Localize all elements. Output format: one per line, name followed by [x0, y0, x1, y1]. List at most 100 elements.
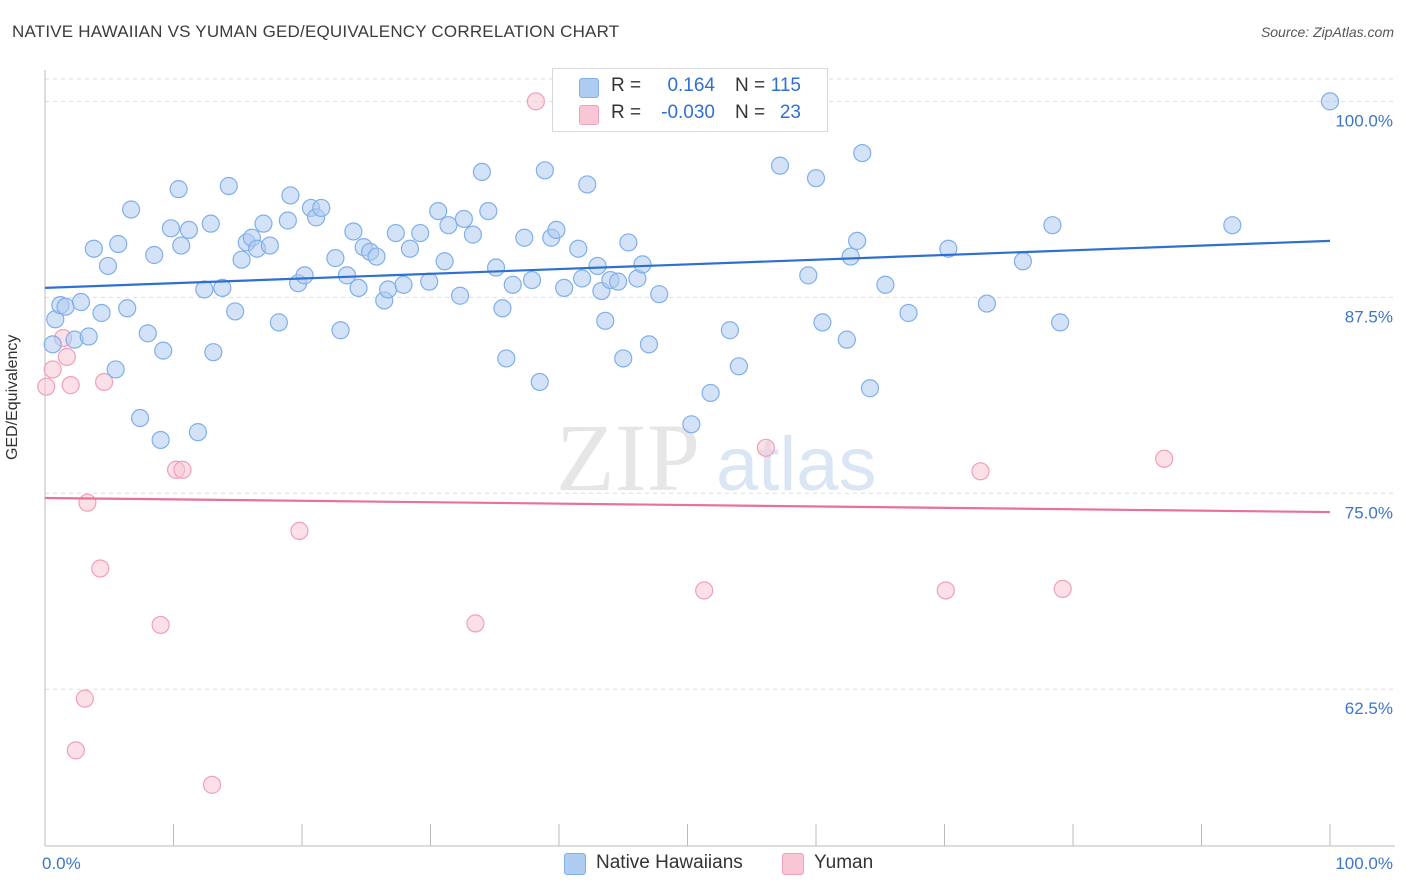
native-hawaiian-points: [43, 92, 1340, 450]
legend-row-yuman: R = -0.030 N = 23: [553, 100, 827, 128]
native-hawaiian-point: [169, 180, 188, 199]
watermark-zip: ZIP: [556, 404, 700, 511]
native-hawaiian-point: [344, 222, 363, 241]
native-hawaiian-point: [109, 234, 128, 254]
n-value: 115: [770, 75, 801, 96]
legend-swatch-blue: [579, 78, 599, 98]
native-hawaiian-point: [254, 214, 273, 233]
native-hawaiian-point: [463, 225, 483, 244]
native-hawaiian-point: [394, 275, 413, 294]
native-hawaiian-point: [633, 255, 652, 274]
native-hawaiian-point: [326, 249, 345, 268]
watermark: ZIP atlas: [556, 404, 877, 511]
n-label: N =: [735, 75, 766, 96]
n-value: 23: [779, 102, 801, 123]
native-hawaiian-point: [479, 201, 498, 221]
yuman-point: [1053, 579, 1072, 599]
native-hawaiian-point: [386, 223, 405, 243]
yuman-point: [37, 377, 56, 396]
native-hawaiian-point: [219, 176, 238, 196]
native-hawaiian-point: [98, 256, 118, 276]
native-hawaiian-point: [682, 415, 701, 434]
native-hawaiian-point: [226, 302, 245, 321]
native-hawaiian-point: [106, 360, 125, 379]
native-hawaiian-point: [204, 343, 223, 362]
native-hawaiian-point: [729, 357, 749, 376]
yuman-point: [202, 775, 222, 794]
native-hawaiian-point: [899, 303, 918, 323]
yuman-point: [61, 376, 80, 395]
legend-swatch-pink: [782, 853, 804, 875]
yuman-point: [526, 92, 545, 111]
native-hawaiian-point: [195, 280, 214, 299]
native-hawaiian-point: [161, 219, 181, 238]
native-hawaiian-point: [515, 228, 534, 247]
native-hawaiian-point: [1320, 92, 1340, 111]
yuman-point: [756, 438, 775, 457]
native-hawaiian-point: [450, 286, 470, 305]
native-hawaiian-point: [493, 299, 512, 318]
yuman-point: [91, 559, 110, 578]
yuman-point: [57, 347, 76, 366]
native-hawaiian-trend-line: [44, 239, 1331, 290]
r-value: 0.164: [667, 75, 715, 96]
yuman-trend-line: [44, 496, 1331, 514]
native-hawaiian-point: [609, 272, 628, 291]
native-hawaiian-point: [1051, 313, 1070, 332]
native-hawaiian-point: [454, 209, 474, 229]
y-tick-label: 100.0%: [1335, 111, 1393, 130]
native-hawaiian-point: [939, 239, 958, 258]
native-hawaiian-point: [295, 266, 314, 285]
native-hawaiian-point: [1013, 252, 1032, 271]
native-hawaiian-point: [118, 299, 137, 318]
native-hawaiian-point: [145, 245, 164, 265]
yuman-point: [695, 581, 714, 600]
y-tick-label: 62.5%: [1345, 699, 1393, 718]
native-hawaiian-point: [281, 186, 300, 205]
native-hawaiian-point: [331, 321, 350, 340]
native-hawaiian-point: [349, 278, 368, 298]
native-hawaiian-point: [799, 266, 818, 285]
native-hawaiian-point: [232, 250, 251, 269]
native-hawaiian-point: [555, 278, 574, 298]
chart-source: Source: ZipAtlas.com: [1260, 24, 1394, 40]
native-hawaiian-point: [56, 297, 75, 316]
native-hawaiian-point: [472, 162, 491, 181]
native-hawaiian-point: [535, 161, 554, 180]
yuman-point: [95, 372, 114, 392]
native-hawaiian-point: [770, 156, 790, 175]
yuman-point: [78, 493, 97, 512]
native-hawaiian-point: [503, 275, 522, 294]
native-hawaiian-point: [639, 335, 659, 354]
legend-label: Yuman: [814, 852, 874, 873]
native-hawaiian-point: [439, 216, 458, 235]
y-tick-label: 87.5%: [1345, 307, 1393, 326]
r-label: R =: [611, 75, 642, 96]
legend-row-native-hawaiians: R = 0.164 N = 115: [553, 73, 827, 101]
native-hawaiian-point: [92, 303, 111, 323]
native-hawaiian-point: [435, 252, 454, 271]
native-hawaiian-point: [720, 321, 740, 340]
native-hawaiian-point: [522, 270, 542, 290]
native-hawaiian-point: [154, 341, 173, 360]
yuman-point: [43, 360, 62, 379]
native-hawaiian-point: [650, 285, 669, 304]
native-hawaiian-point: [860, 379, 880, 398]
x-tick-label: 100.0%: [1335, 854, 1393, 873]
legend-swatch-pink: [579, 105, 599, 125]
native-hawaiian-point: [188, 423, 208, 442]
yuman-point: [1155, 449, 1174, 468]
watermark-atlas: atlas: [716, 422, 877, 507]
native-hawaiian-point: [977, 294, 997, 313]
native-hawaiian-point: [429, 201, 448, 221]
native-hawaiian-point: [411, 223, 430, 243]
native-hawaiian-point: [367, 247, 386, 266]
chart-title: NATIVE HAWAIIAN VS YUMAN GED/EQUIVALENCY…: [12, 22, 620, 41]
native-hawaiian-point: [848, 231, 867, 250]
native-hawaiian-point: [530, 372, 549, 392]
yuman-point: [290, 521, 309, 540]
native-hawaiian-point: [813, 313, 832, 332]
native-hawaiian-point: [853, 143, 872, 163]
n-label: N =: [735, 102, 766, 123]
native-hawaiian-point: [201, 214, 220, 233]
